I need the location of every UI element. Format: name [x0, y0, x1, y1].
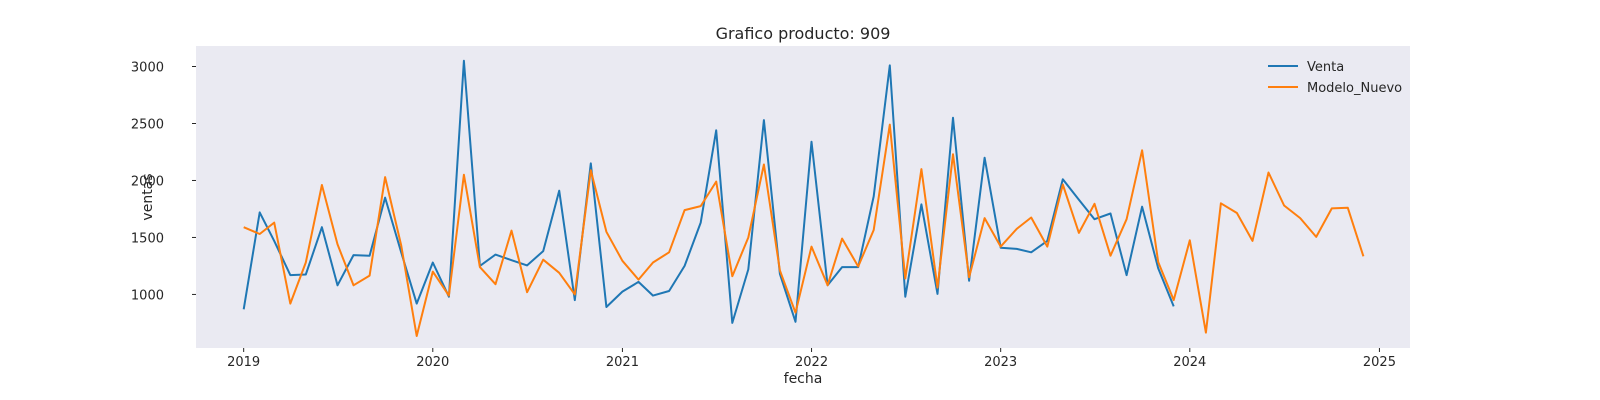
y-tick-label: 1000	[131, 288, 164, 303]
plot-area	[196, 46, 1410, 348]
legend: Venta Modelo_Nuevo	[1268, 60, 1402, 96]
x-tick-label: 2023	[984, 355, 1017, 370]
y-tick-label: 1500	[131, 231, 164, 246]
x-tick-label: 2021	[606, 355, 639, 370]
legend-label-venta: Venta	[1307, 60, 1344, 75]
x-tick-label: 2020	[416, 355, 449, 370]
y-tick-label: 2000	[131, 174, 164, 189]
chart-title: Grafico producto: 909	[716, 24, 891, 43]
series-line-venta	[242, 59, 1175, 324]
y-tick-label: 2500	[131, 117, 164, 132]
x-tick-label: 2019	[227, 355, 260, 370]
y-axis-label: ventas	[140, 173, 156, 220]
series-line-modelo-nuevo	[243, 123, 1365, 337]
y-tick-label: 3000	[131, 61, 164, 76]
x-tick-label: 2025	[1363, 355, 1396, 370]
legend-label-modelo-nuevo: Modelo_Nuevo	[1307, 81, 1402, 96]
x-axis-label: fecha	[784, 371, 823, 387]
x-tick-label: 2022	[795, 355, 828, 370]
x-tick-label: 2024	[1173, 355, 1206, 370]
